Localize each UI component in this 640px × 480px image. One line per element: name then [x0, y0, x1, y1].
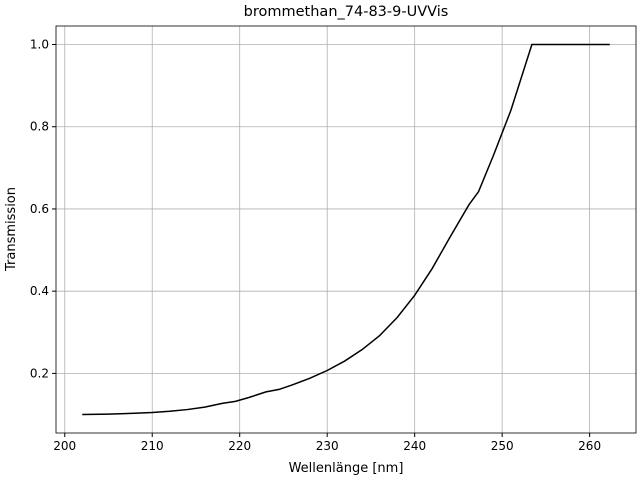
x-axis-label: Wellenlänge [nm] — [289, 461, 404, 476]
y-tick-label: 0.2 — [30, 366, 49, 380]
chart-title: brommethan_74-83-9-UVVis — [244, 4, 449, 20]
y-tick-label: 1.0 — [30, 38, 49, 52]
x-tick-label: 210 — [141, 439, 164, 453]
x-tick-label: 220 — [228, 439, 251, 453]
x-tick-label: 200 — [53, 439, 76, 453]
y-tick-label: 0.8 — [30, 120, 49, 134]
x-tick-label: 250 — [491, 439, 514, 453]
y-tick-label: 0.4 — [30, 284, 49, 298]
plot-frame — [55, 25, 637, 434]
x-tick-label: 260 — [578, 439, 601, 453]
y-tick-label: 0.6 — [30, 202, 49, 216]
x-tick-label: 230 — [316, 439, 339, 453]
y-axis-label: Transmission — [4, 187, 19, 272]
x-tick-label: 240 — [403, 439, 426, 453]
data-line — [82, 43, 610, 416]
